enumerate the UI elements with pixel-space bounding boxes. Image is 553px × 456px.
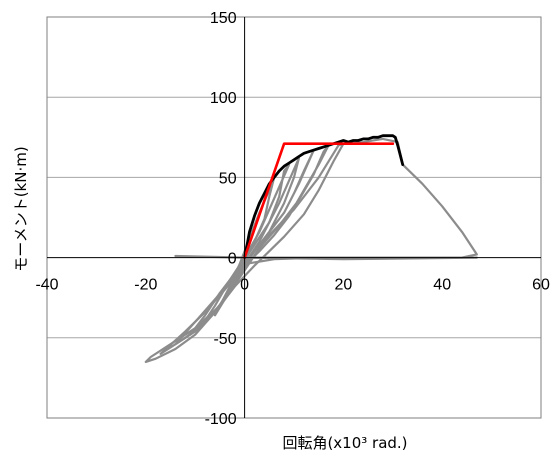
plot-series (144, 134, 478, 363)
axes (46, 16, 542, 419)
x-axis-title: 回転角(x10³ rad.) (282, 434, 407, 452)
x-tick-label: 20 (335, 277, 353, 294)
hysteresis-loops-line (243, 256, 444, 266)
y-tick-label: 150 (210, 10, 237, 27)
y-tick-label: 50 (219, 170, 237, 187)
x-tick-label: -40 (35, 277, 58, 294)
x-tick-label: 0 (240, 277, 249, 294)
plot-frame (46, 16, 542, 419)
tick-labels: -100 -50 0 50 100 150 -40 -20 0 20 40 60 (35, 10, 550, 428)
y-tick-label: 0 (228, 251, 237, 268)
y-tick-label: -50 (213, 331, 236, 348)
y-tick-label: -100 (205, 411, 237, 428)
x-tick-label: 40 (433, 277, 451, 294)
y-tick-label: 100 (210, 90, 237, 107)
x-tick-label: 60 (532, 277, 550, 294)
x-tick-label: -20 (134, 277, 157, 294)
y-axis-title: モーメント(kN·m) (12, 146, 30, 271)
gridlines (47, 16, 541, 419)
bilinear-model-line (243, 142, 395, 259)
hysteresis-loops-line (213, 176, 276, 317)
